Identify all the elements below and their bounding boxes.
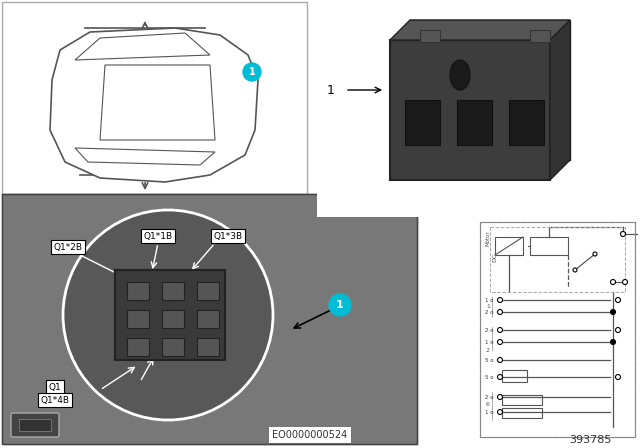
Circle shape (497, 395, 502, 400)
Text: 5 o: 5 o (485, 358, 494, 362)
Polygon shape (550, 20, 570, 180)
Bar (480, 222, 635, 437)
Circle shape (63, 210, 273, 420)
Circle shape (616, 297, 621, 302)
Bar (420, 30, 440, 42)
Polygon shape (75, 148, 215, 165)
Circle shape (497, 409, 502, 414)
Text: 1: 1 (336, 300, 344, 310)
Text: 1 o: 1 o (485, 297, 494, 302)
Circle shape (611, 280, 616, 284)
Bar (162, 282, 184, 300)
Bar (495, 237, 523, 255)
Text: Motor: Motor (485, 230, 490, 246)
Bar (197, 338, 219, 356)
Bar (502, 395, 542, 405)
Text: EO0000000524: EO0000000524 (273, 430, 348, 440)
Bar (405, 100, 440, 145)
Ellipse shape (450, 60, 470, 90)
Text: 1: 1 (248, 67, 255, 77)
Text: Q1: Q1 (49, 383, 61, 392)
Text: 2 o: 2 o (485, 395, 494, 400)
Bar (390, 40, 550, 180)
Bar (197, 282, 219, 300)
Text: 1: 1 (327, 83, 335, 96)
Bar (490, 227, 625, 292)
Bar (115, 270, 225, 360)
Bar (410, 20, 570, 160)
Circle shape (593, 252, 597, 256)
Text: 1: 1 (486, 303, 490, 309)
Text: 6: 6 (486, 401, 490, 406)
Text: DC: DC (492, 252, 497, 262)
Bar (127, 310, 149, 328)
Bar (317, 2, 640, 217)
Circle shape (623, 280, 627, 284)
Circle shape (497, 358, 502, 362)
Bar (127, 282, 149, 300)
Circle shape (611, 340, 616, 345)
Bar (2, 194, 417, 444)
Polygon shape (390, 20, 570, 40)
Bar (127, 338, 149, 356)
Circle shape (616, 375, 621, 379)
Text: Q1*2B: Q1*2B (54, 242, 83, 251)
Circle shape (497, 327, 502, 332)
FancyBboxPatch shape (11, 413, 59, 437)
Text: 1 o: 1 o (485, 409, 494, 414)
Bar (509, 100, 544, 145)
Text: Q1*1B: Q1*1B (143, 232, 173, 241)
Polygon shape (100, 65, 215, 140)
Circle shape (573, 268, 577, 272)
Bar (2, 2, 307, 194)
Bar (480, 222, 635, 437)
Circle shape (611, 310, 616, 314)
Text: 2 o: 2 o (485, 327, 494, 332)
Circle shape (497, 310, 502, 314)
Circle shape (497, 297, 502, 302)
Text: 2 o: 2 o (485, 310, 494, 314)
Bar (457, 100, 492, 145)
Circle shape (497, 340, 502, 345)
Text: 2: 2 (486, 348, 490, 353)
Bar (2, 194, 417, 444)
Text: 393785: 393785 (569, 435, 611, 445)
Bar (162, 310, 184, 328)
Circle shape (243, 63, 261, 81)
Bar (162, 338, 184, 356)
Circle shape (329, 294, 351, 316)
Text: Q1*4B: Q1*4B (40, 396, 70, 405)
Polygon shape (50, 28, 258, 182)
Bar (502, 370, 527, 382)
Bar (502, 408, 542, 418)
Bar (530, 30, 550, 42)
Text: 5 o: 5 o (485, 375, 494, 379)
Text: 1 o: 1 o (485, 340, 494, 345)
Bar (197, 310, 219, 328)
Circle shape (616, 327, 621, 332)
Text: Q1*3B: Q1*3B (213, 232, 243, 241)
Polygon shape (75, 33, 210, 60)
Circle shape (497, 375, 502, 379)
Bar (2, 194, 417, 444)
Circle shape (621, 232, 625, 237)
Text: EO0000000524: EO0000000524 (273, 430, 348, 440)
Bar (530, 237, 568, 255)
Bar (19, 419, 51, 431)
